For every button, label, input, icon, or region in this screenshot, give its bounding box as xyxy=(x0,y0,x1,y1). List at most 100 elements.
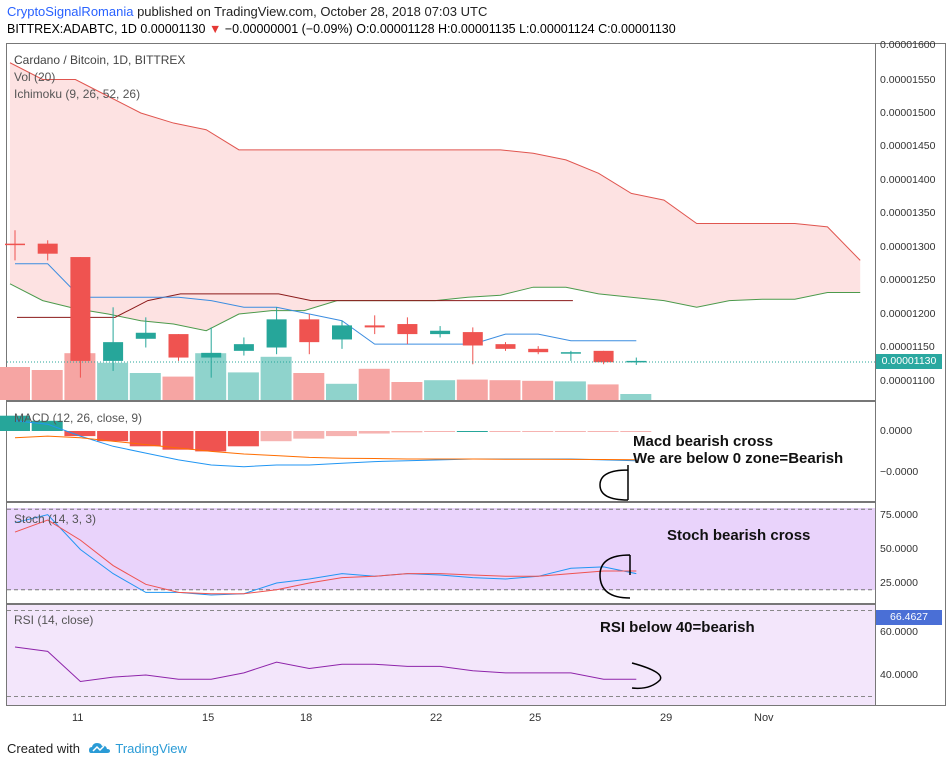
macd-annotation-line1: Macd bearish cross xyxy=(633,433,774,450)
macd-histogram-bar xyxy=(129,431,161,447)
macd-line xyxy=(14,420,637,468)
candle-body xyxy=(364,325,385,328)
price-axis[interactable] xyxy=(876,43,946,706)
published-text: published on TradingView.com, October 28… xyxy=(137,4,488,19)
rsi-annotation: RSI below 40=bearish xyxy=(600,619,755,636)
macd-pane[interactable] xyxy=(6,401,876,502)
price-tick: 0.00001600 xyxy=(880,39,936,51)
ohlc-values: O:0.00001128 H:0.00001135 L:0.00001124 C… xyxy=(356,22,676,36)
macd-signal-line xyxy=(14,435,637,461)
macd-hand-mark xyxy=(599,465,629,501)
volume-bar xyxy=(129,373,161,400)
tradingview-brand: TradingView xyxy=(115,741,187,756)
ichimoku-cloud xyxy=(10,62,861,331)
rsi-hand-mark xyxy=(631,662,662,690)
x-tick: Nov xyxy=(754,712,774,724)
macd-histogram-bar xyxy=(587,431,619,432)
volume-bar xyxy=(0,367,30,400)
candle-body xyxy=(495,344,516,349)
stoch-hand-mark xyxy=(599,554,631,599)
price-tick: 0.00001250 xyxy=(880,274,936,286)
rsi-tick: 60.0000 xyxy=(880,626,918,638)
senkou-span-a-line xyxy=(9,62,861,261)
stoch-tick: 75.0000 xyxy=(880,509,918,521)
rsi-band xyxy=(7,605,875,705)
x-tick: 15 xyxy=(202,712,215,724)
volume-bar xyxy=(326,383,357,400)
price-tick: 0.00001350 xyxy=(880,207,936,219)
candle-body xyxy=(397,324,418,335)
macd-histogram-bar xyxy=(391,431,423,433)
macd-tick: 0.0000 xyxy=(880,425,913,437)
volume-bar xyxy=(31,370,63,400)
volume-bar xyxy=(554,381,586,400)
author-link[interactable]: CryptoSignalRomania xyxy=(7,4,134,19)
stoch-annotation: Stoch bearish cross xyxy=(667,527,811,544)
symbol: BITTREX:ADABTC, 1D xyxy=(7,22,137,36)
macd-histogram-bar xyxy=(489,431,521,432)
main-pane-title: Cardano / Bitcoin, 1D, BITTREX xyxy=(14,53,186,67)
created-with-text: Created with xyxy=(7,741,80,756)
x-tick: 18 xyxy=(300,712,313,724)
volume-bar xyxy=(260,356,292,400)
candle-body xyxy=(37,243,58,254)
macd-label: MACD (12, 26, close, 9) xyxy=(14,411,143,425)
candle-body xyxy=(593,350,614,363)
main-pane[interactable] xyxy=(6,43,876,401)
candle-body xyxy=(560,352,581,354)
price-tick: 0.00001200 xyxy=(880,308,936,320)
volume-label: Vol (20) xyxy=(14,70,56,84)
candle-body xyxy=(103,342,124,361)
ichimoku-label: Ichimoku (9, 26, 52, 26) xyxy=(14,87,141,101)
rsi-pane[interactable] xyxy=(6,604,876,706)
macd-annotation-line2: We are below 0 zone=Bearish xyxy=(633,450,844,467)
rsi-value-tag: 66.4627 xyxy=(876,610,942,625)
macd-histogram-bar xyxy=(260,431,292,442)
volume-bar xyxy=(620,394,652,400)
macd-histogram-bar xyxy=(620,431,652,433)
macd-histogram-bar xyxy=(97,431,129,442)
tradingview-logo[interactable]: TradingView xyxy=(88,739,187,756)
candle-body xyxy=(462,332,483,346)
macd-histogram-bar xyxy=(293,431,325,439)
rsi-line xyxy=(14,646,637,682)
x-tick: 22 xyxy=(430,712,443,724)
rsi-label: RSI (14, close) xyxy=(14,613,94,627)
macd-histogram-bar xyxy=(162,431,194,450)
stoch-band xyxy=(7,508,875,590)
macd-histogram-bar xyxy=(358,431,390,434)
macd-histogram-bar xyxy=(456,431,488,432)
last-price: 0.00001130 xyxy=(140,22,206,36)
candle-body xyxy=(626,360,647,363)
x-tick: 25 xyxy=(529,712,542,724)
volume-bar xyxy=(456,379,488,400)
volume-bar xyxy=(358,368,390,400)
macd-histogram-bar xyxy=(195,431,227,452)
volume-bar xyxy=(489,380,521,400)
macd-histogram-bar xyxy=(64,431,96,437)
macd-histogram-bar xyxy=(31,420,63,431)
candle-body xyxy=(299,319,320,343)
stoch-pane[interactable] xyxy=(6,502,876,604)
stoch-tick: 50.0000 xyxy=(880,543,918,555)
volume-bar xyxy=(424,380,456,400)
price-tick: 0.00001100 xyxy=(880,375,935,387)
base-line xyxy=(17,293,573,318)
rsi-tick: 40.0000 xyxy=(880,669,918,681)
volume-bar xyxy=(162,376,194,400)
stoch-d-line xyxy=(14,519,637,595)
macd-histogram-bar xyxy=(522,431,554,432)
candle-body xyxy=(5,243,25,246)
candle-body xyxy=(201,352,222,358)
conversion-line xyxy=(15,263,637,345)
x-tick: 11 xyxy=(72,712,84,724)
candle-body xyxy=(528,348,549,353)
publisher-line: CryptoSignalRomania published on Trading… xyxy=(7,4,487,19)
x-tick: 29 xyxy=(660,712,673,724)
stoch-label: Stoch (14, 3, 3) xyxy=(14,512,97,526)
candle-body xyxy=(332,325,352,340)
last-price-tag: 0.00001130 xyxy=(876,354,942,369)
macd-histogram-bar xyxy=(326,431,357,437)
price-tick: 0.00001550 xyxy=(880,74,936,86)
macd-histogram-bar xyxy=(554,431,586,432)
